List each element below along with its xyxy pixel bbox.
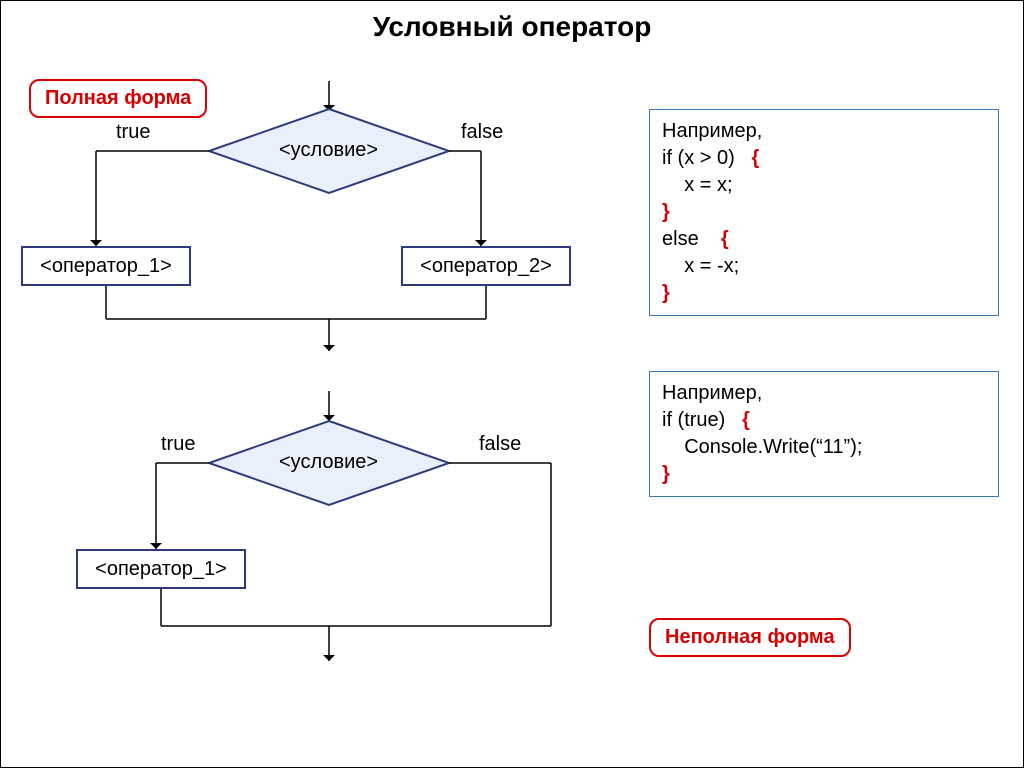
false-label-2: false: [479, 433, 521, 456]
condition-label-2: <условие>: [279, 451, 378, 474]
operator-2-box: <оператор_2>: [401, 246, 571, 286]
operator-1-label-partial: <оператор_1>: [95, 558, 227, 581]
operator-1-label: <оператор_1>: [40, 255, 172, 278]
condition-label-1: <условие>: [279, 139, 378, 162]
page: Условный оператор Полная форма Неполная …: [0, 0, 1024, 768]
code-example-partial: Например,if (true) { Console.Write(“11”)…: [649, 371, 999, 497]
operator-2-label: <оператор_2>: [420, 255, 552, 278]
operator-1-box-partial: <оператор_1>: [76, 549, 246, 589]
flowchart-partial: [61, 386, 621, 671]
code-example-full: Например,if (x > 0) { x = x;}else { x = …: [649, 109, 999, 316]
flowchart-full: [11, 76, 621, 361]
page-title: Условный оператор: [1, 11, 1023, 43]
false-label-1: false: [461, 121, 503, 144]
true-label-1: true: [116, 121, 150, 144]
operator-1-box: <оператор_1>: [21, 246, 191, 286]
true-label-2: true: [161, 433, 195, 456]
badge-partial-form: Неполная форма: [649, 618, 851, 657]
